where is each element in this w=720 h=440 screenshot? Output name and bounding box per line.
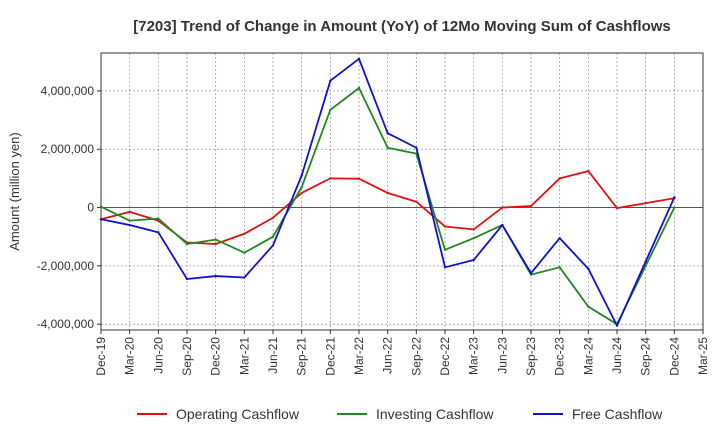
investing-cashflow-point [644, 264, 647, 268]
free-cashflow-point [357, 57, 361, 61]
investing-cashflow-legend-label: Investing Cashflow [376, 406, 494, 422]
series-lines [99, 57, 676, 327]
investing-cashflow-point [157, 217, 160, 220]
x-tick-label: Dec-24 [667, 337, 681, 376]
free-cashflow-point [243, 276, 246, 279]
free-cashflow-point [615, 324, 619, 327]
investing-cashflow-point [99, 205, 103, 208]
operating-cashflow-point [128, 210, 131, 214]
x-tick-label: Jun-23 [495, 337, 509, 374]
operating-cashflow-point [300, 191, 303, 195]
operating-cashflow-point [529, 204, 533, 208]
investing-cashflow-point [329, 108, 332, 112]
operating-cashflow-point [386, 191, 389, 195]
free-cashflow-point [157, 231, 160, 234]
free-cashflow-point [128, 223, 131, 227]
x-tick-label: Dec-23 [553, 337, 567, 376]
free-cashflow-point [443, 266, 447, 269]
x-axis-ticks: Dec-19 Mar-20 Jun-20 Sep-20 Dec-20 Mar-21 Jun-… [94, 330, 710, 376]
investing-cashflow-point [300, 185, 303, 189]
x-tick-label: Sep-24 [639, 337, 653, 376]
operating-cashflow-point [443, 225, 447, 228]
x-tick-label: Sep-21 [295, 337, 309, 376]
x-tick-label: Dec-22 [438, 337, 452, 376]
free-cashflow-point [300, 174, 303, 177]
y-tick-label: -4,000,000 [37, 317, 95, 331]
investing-cashflow-point [386, 146, 389, 149]
investing-cashflow-point [587, 305, 590, 308]
operating-cashflow-point [558, 177, 561, 180]
free-cashflow-point [386, 131, 389, 135]
x-tick-label: Mar-25 [696, 337, 710, 375]
free-cashflow-point [185, 277, 189, 281]
operating-cashflow-point [615, 206, 619, 210]
free-cashflow-point [673, 196, 676, 199]
chart-title: [7203] Trend of Change in Amount (YoY) o… [133, 18, 671, 35]
investing-cashflow-point [558, 266, 561, 269]
free-cashflow-point [529, 271, 533, 275]
y-axis-label: Amount (million yen) [7, 132, 22, 251]
free-cashflow-point [415, 146, 418, 149]
operating-cashflow-point [472, 228, 475, 231]
operating-cashflow-point [501, 206, 504, 209]
operating-cashflow-point [243, 232, 246, 235]
operating-cashflow-point [329, 177, 332, 180]
x-tick-label: Jun-20 [151, 337, 165, 374]
investing-cashflow-point [443, 248, 447, 252]
x-tick-label: Jun-24 [610, 337, 624, 374]
x-tick-label: Mar-24 [581, 337, 595, 375]
free-cashflow-point [329, 79, 332, 82]
x-tick-label: Mar-20 [123, 337, 137, 375]
x-tick-label: Sep-20 [180, 337, 194, 376]
y-tick-label: 0 [87, 201, 94, 215]
x-tick-label: Mar-22 [352, 337, 366, 375]
free-cashflow-point [214, 274, 217, 278]
free-cashflow-point [271, 244, 275, 247]
legend: Operating Cashflow Investing Cashflow Free… [137, 406, 663, 422]
y-tick-label: 4,000,000 [41, 84, 95, 98]
operating-cashflow-point [644, 201, 647, 205]
free-cashflow-point [99, 218, 103, 221]
x-tick-label: Dec-20 [209, 337, 223, 376]
free-cashflow-point [587, 267, 590, 270]
y-tick-label: -2,000,000 [37, 259, 95, 273]
investing-cashflow-point [472, 236, 475, 240]
operating-cashflow-point [587, 169, 590, 173]
investing-cashflow-point [214, 238, 217, 241]
investing-cashflow-point [185, 242, 189, 246]
free-cashflow-point [472, 258, 475, 262]
operating-cashflow-point [214, 242, 217, 246]
x-tick-label: Jun-22 [381, 337, 395, 374]
gridlines [100, 53, 704, 330]
free-cashflow-point [501, 223, 504, 227]
x-tick-label: Dec-21 [323, 337, 337, 376]
investing-cashflow-point [357, 86, 361, 90]
investing-cashflow-point [243, 251, 246, 254]
investing-cashflow-point [271, 235, 275, 238]
free-cashflow-legend-label: Free Cashflow [572, 406, 663, 422]
x-tick-label: Dec-19 [94, 337, 108, 376]
operating-cashflow-point [271, 216, 275, 219]
investing-cashflow-point [673, 206, 676, 209]
operating-cashflow-legend-label: Operating Cashflow [176, 406, 300, 422]
free-cashflow-point [558, 236, 561, 240]
x-tick-label: Mar-21 [237, 337, 251, 375]
y-axis-ticks: -4,000,000 -2,000,000 0 2,000,000 4,000,000 [37, 84, 101, 331]
x-tick-label: Mar-23 [467, 337, 481, 375]
investing-cashflow-point [128, 219, 131, 222]
plot-area-frame [100, 52, 704, 331]
operating-cashflow-point [415, 200, 418, 203]
y-tick-label: 2,000,000 [41, 142, 95, 156]
x-tick-label: Sep-23 [524, 337, 538, 376]
x-tick-label: Sep-22 [409, 337, 423, 376]
operating-cashflow-point [357, 177, 361, 180]
x-tick-label: Jun-21 [266, 337, 280, 374]
free-cashflow-point [644, 260, 647, 263]
